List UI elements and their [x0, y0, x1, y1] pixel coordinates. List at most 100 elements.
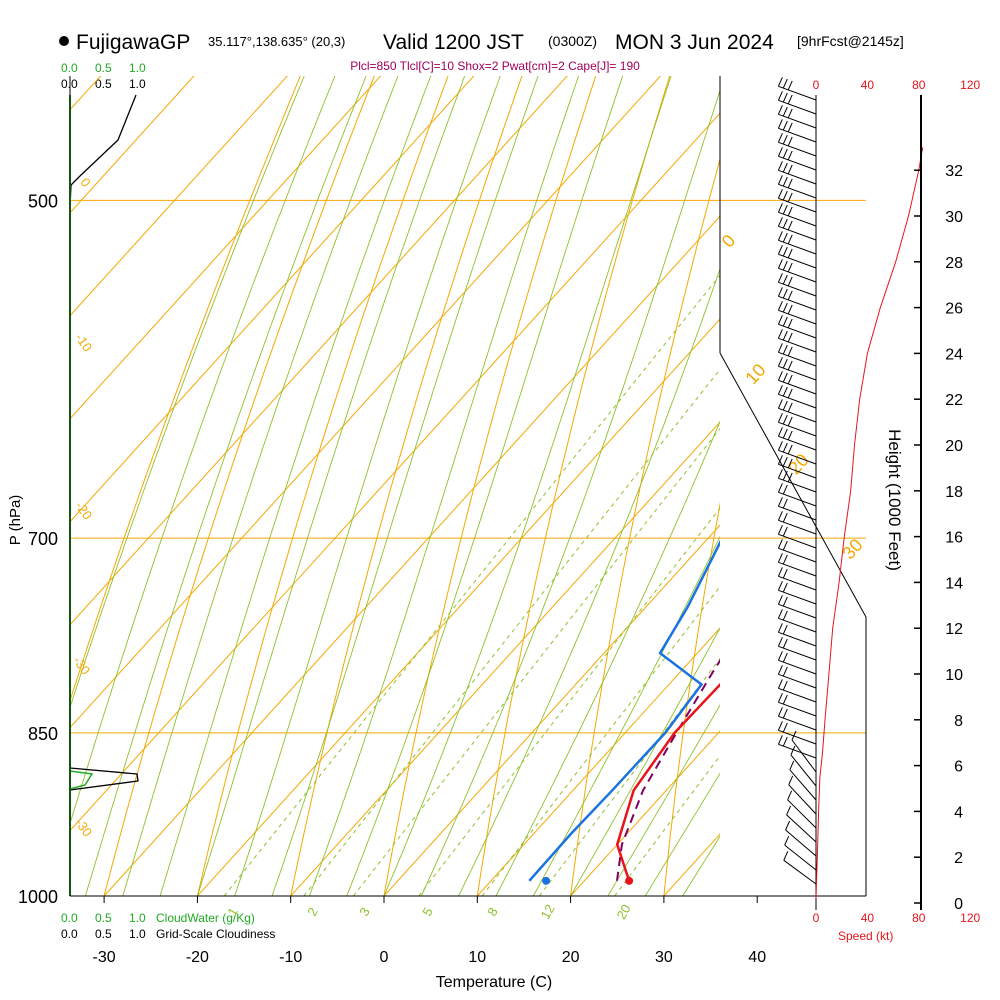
wind-barb [777, 693, 817, 717]
pressure-tick-1000: 1000 [18, 887, 58, 907]
mixing-ratio-label-5: 5 [419, 905, 436, 919]
moist-adiabat--20 [196, 76, 466, 896]
wind-barb-shaft [778, 379, 817, 395]
height-tick-2: 2 [954, 850, 963, 867]
height-tick-30: 30 [945, 209, 963, 226]
wind-barb-flag [782, 246, 788, 257]
wind-barb [784, 835, 817, 871]
wind-barb-shaft [778, 155, 817, 171]
moist-adiabat--16 [234, 76, 501, 896]
wind-barb-flag [777, 553, 783, 563]
wind-barb [777, 357, 817, 381]
cloudiness-scale-1: 0.5 [95, 77, 112, 91]
wind-barb-shaft [791, 739, 817, 773]
wind-barb [777, 91, 817, 115]
wind-barb-flag [777, 651, 783, 661]
wind-barb [777, 525, 817, 549]
wind-barb-flag [782, 204, 788, 215]
wind-barb-shaft [778, 505, 817, 521]
mixing-ratio-label-8: 8 [484, 905, 501, 919]
moist-adiabat-label-3: -30 [70, 653, 93, 677]
wind-barb [777, 203, 817, 227]
cloudiness-scale-b2: 1.0 [129, 927, 146, 941]
wind-barb-flag [777, 119, 783, 129]
mixing-ratio-line-1 [223, 274, 720, 896]
wind-barb-flag [787, 388, 793, 399]
wind-barb [789, 760, 817, 801]
wind-barb-flag [777, 399, 783, 409]
wind-barb-flag [787, 290, 793, 301]
cloudwater-scale-0: 0.0 [61, 61, 78, 75]
moist-adiabat-0 [383, 76, 672, 896]
wind-barb-flag [782, 414, 788, 425]
wind-barb-shaft [778, 113, 817, 129]
wind-barb [777, 637, 817, 661]
wind-barb [777, 623, 817, 647]
wind-barb [777, 189, 817, 213]
wind-barb-flag [787, 248, 793, 259]
dewpoint-curve [528, 539, 720, 882]
wind-barb-flag [777, 623, 783, 633]
wind-barb [777, 413, 817, 437]
wind-barb-flag [786, 805, 792, 816]
wind-barb-flag [777, 539, 783, 549]
height-tick-26: 26 [945, 301, 963, 318]
wind-barb-shaft [778, 659, 817, 675]
isotherm--60 [70, 76, 568, 626]
wind-barb-flag [777, 581, 783, 591]
wind-barb-flag [787, 164, 793, 175]
height-tick-24: 24 [945, 346, 963, 363]
dry-adiabat--20 [196, 76, 449, 896]
dry-adiabat-label-0: 0 [718, 231, 740, 252]
wind-barb-flag [777, 315, 783, 325]
utc-time: (0300Z) [548, 33, 597, 49]
wind-barb-flag [787, 80, 793, 91]
wind-barb-flag [782, 232, 788, 243]
wind-barb-flag [787, 790, 793, 801]
wind-barb-shaft [778, 561, 817, 577]
wind-barb-shaft [778, 85, 817, 101]
cloudwater-trace [69, 770, 94, 790]
wind-barb [777, 315, 817, 339]
mixing-ratio-line-12 [538, 657, 720, 896]
station-dot [59, 36, 69, 46]
height-tick-0: 0 [954, 896, 963, 913]
wind-barb-shaft [778, 365, 817, 381]
height-tick-8: 8 [954, 713, 963, 730]
wind-barb-flag [782, 218, 788, 229]
wind-barb-flag [782, 330, 788, 341]
mixing-ratio-line-8 [481, 585, 720, 896]
wind-barb-flag [787, 192, 793, 203]
wind-barb-shaft [778, 645, 817, 661]
wind-barb-flag [782, 92, 788, 103]
wind-barb-flag [782, 148, 788, 159]
wind-barb [777, 385, 817, 409]
wind-barb-shaft [778, 547, 817, 563]
moist-adiabat-24 [607, 704, 720, 896]
wind-barb [777, 455, 817, 479]
height-tick-12: 12 [945, 621, 963, 638]
wind-barb-flag [777, 413, 783, 423]
wind-barb-flag [782, 316, 788, 327]
wind-barb [777, 175, 817, 199]
wind-barb [788, 775, 817, 815]
dry-adiabat-50 [849, 0, 1000, 945]
wind-barb-shaft [778, 281, 817, 297]
height-tick-22: 22 [945, 392, 963, 409]
wind-barb-flag [787, 178, 793, 189]
wind-barb-flag [782, 526, 788, 537]
wind-barb-shaft [787, 799, 817, 829]
wind-barb-flag [782, 666, 788, 677]
moist-adiabat--12 [271, 76, 539, 896]
wind-barb-flag [787, 346, 793, 357]
wind-barb-flag [777, 455, 783, 465]
wind-barb [790, 745, 817, 787]
wind-barb-flag [787, 234, 793, 245]
wind-barb-flag [782, 680, 788, 691]
wind-barb-shaft [778, 127, 817, 143]
wind-barb-flag [777, 469, 783, 479]
cloudwater-label: CloudWater (g/Kg) [156, 911, 255, 925]
wind-barb-shaft [778, 617, 817, 633]
wind-barb-flag [777, 357, 783, 367]
